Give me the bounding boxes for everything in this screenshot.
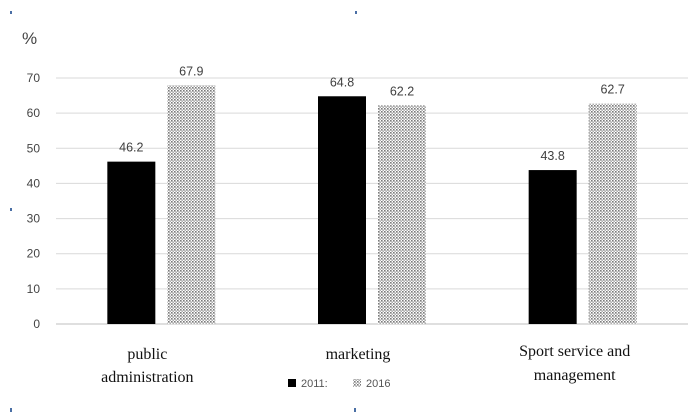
data-label: 67.9 bbox=[179, 64, 203, 78]
category-label: public bbox=[127, 346, 167, 363]
legend-swatch-2016 bbox=[353, 379, 361, 387]
y-tick-label: 40 bbox=[27, 176, 41, 190]
bar-2016-0 bbox=[167, 85, 216, 324]
corner-marker bbox=[10, 11, 12, 14]
bars bbox=[107, 85, 637, 324]
data-label: 64.8 bbox=[330, 75, 354, 89]
corner-marker bbox=[10, 408, 12, 412]
legend-label-2011: 2011: bbox=[301, 378, 328, 390]
y-tick-label: 10 bbox=[27, 282, 41, 296]
legend-swatch-2011 bbox=[288, 379, 296, 387]
category-label: Sport service and bbox=[519, 343, 630, 360]
bar-2011-1 bbox=[318, 96, 366, 324]
y-tick-label: 20 bbox=[27, 247, 41, 261]
category-label: management bbox=[534, 367, 616, 384]
bar-2016-2 bbox=[588, 103, 637, 324]
bar-2011-0 bbox=[107, 161, 156, 324]
corner-marker bbox=[355, 11, 357, 14]
bar-2016-1 bbox=[378, 105, 426, 324]
y-tick-labels: 0 10 20 30 40 50 60 70 bbox=[27, 71, 41, 331]
legend: 2011: 2016 bbox=[288, 378, 390, 390]
gridlines bbox=[56, 77, 688, 325]
y-tick-label: 60 bbox=[27, 106, 41, 120]
category-label: marketing bbox=[326, 346, 391, 363]
data-label: 62.2 bbox=[390, 84, 414, 98]
y-axis-unit-label: % bbox=[22, 29, 37, 48]
legend-label-2016: 2016 bbox=[366, 378, 390, 390]
corner-marker bbox=[354, 408, 356, 412]
bar-2011-2 bbox=[528, 170, 577, 324]
y-tick-label: 70 bbox=[27, 71, 41, 85]
y-tick-label: 0 bbox=[33, 317, 40, 331]
data-labels: 46.2 64.8 43.8 67.9 62.2 62.7 bbox=[119, 64, 625, 163]
y-tick-label: 30 bbox=[27, 212, 41, 226]
category-labels: public administration marketing Sport servi… bbox=[101, 343, 630, 386]
data-label: 62.7 bbox=[600, 83, 624, 97]
data-label: 43.8 bbox=[540, 149, 564, 163]
corner-marker bbox=[10, 208, 12, 211]
category-label: administration bbox=[101, 369, 193, 386]
y-tick-label: 50 bbox=[27, 141, 41, 155]
data-label: 46.2 bbox=[119, 141, 143, 155]
